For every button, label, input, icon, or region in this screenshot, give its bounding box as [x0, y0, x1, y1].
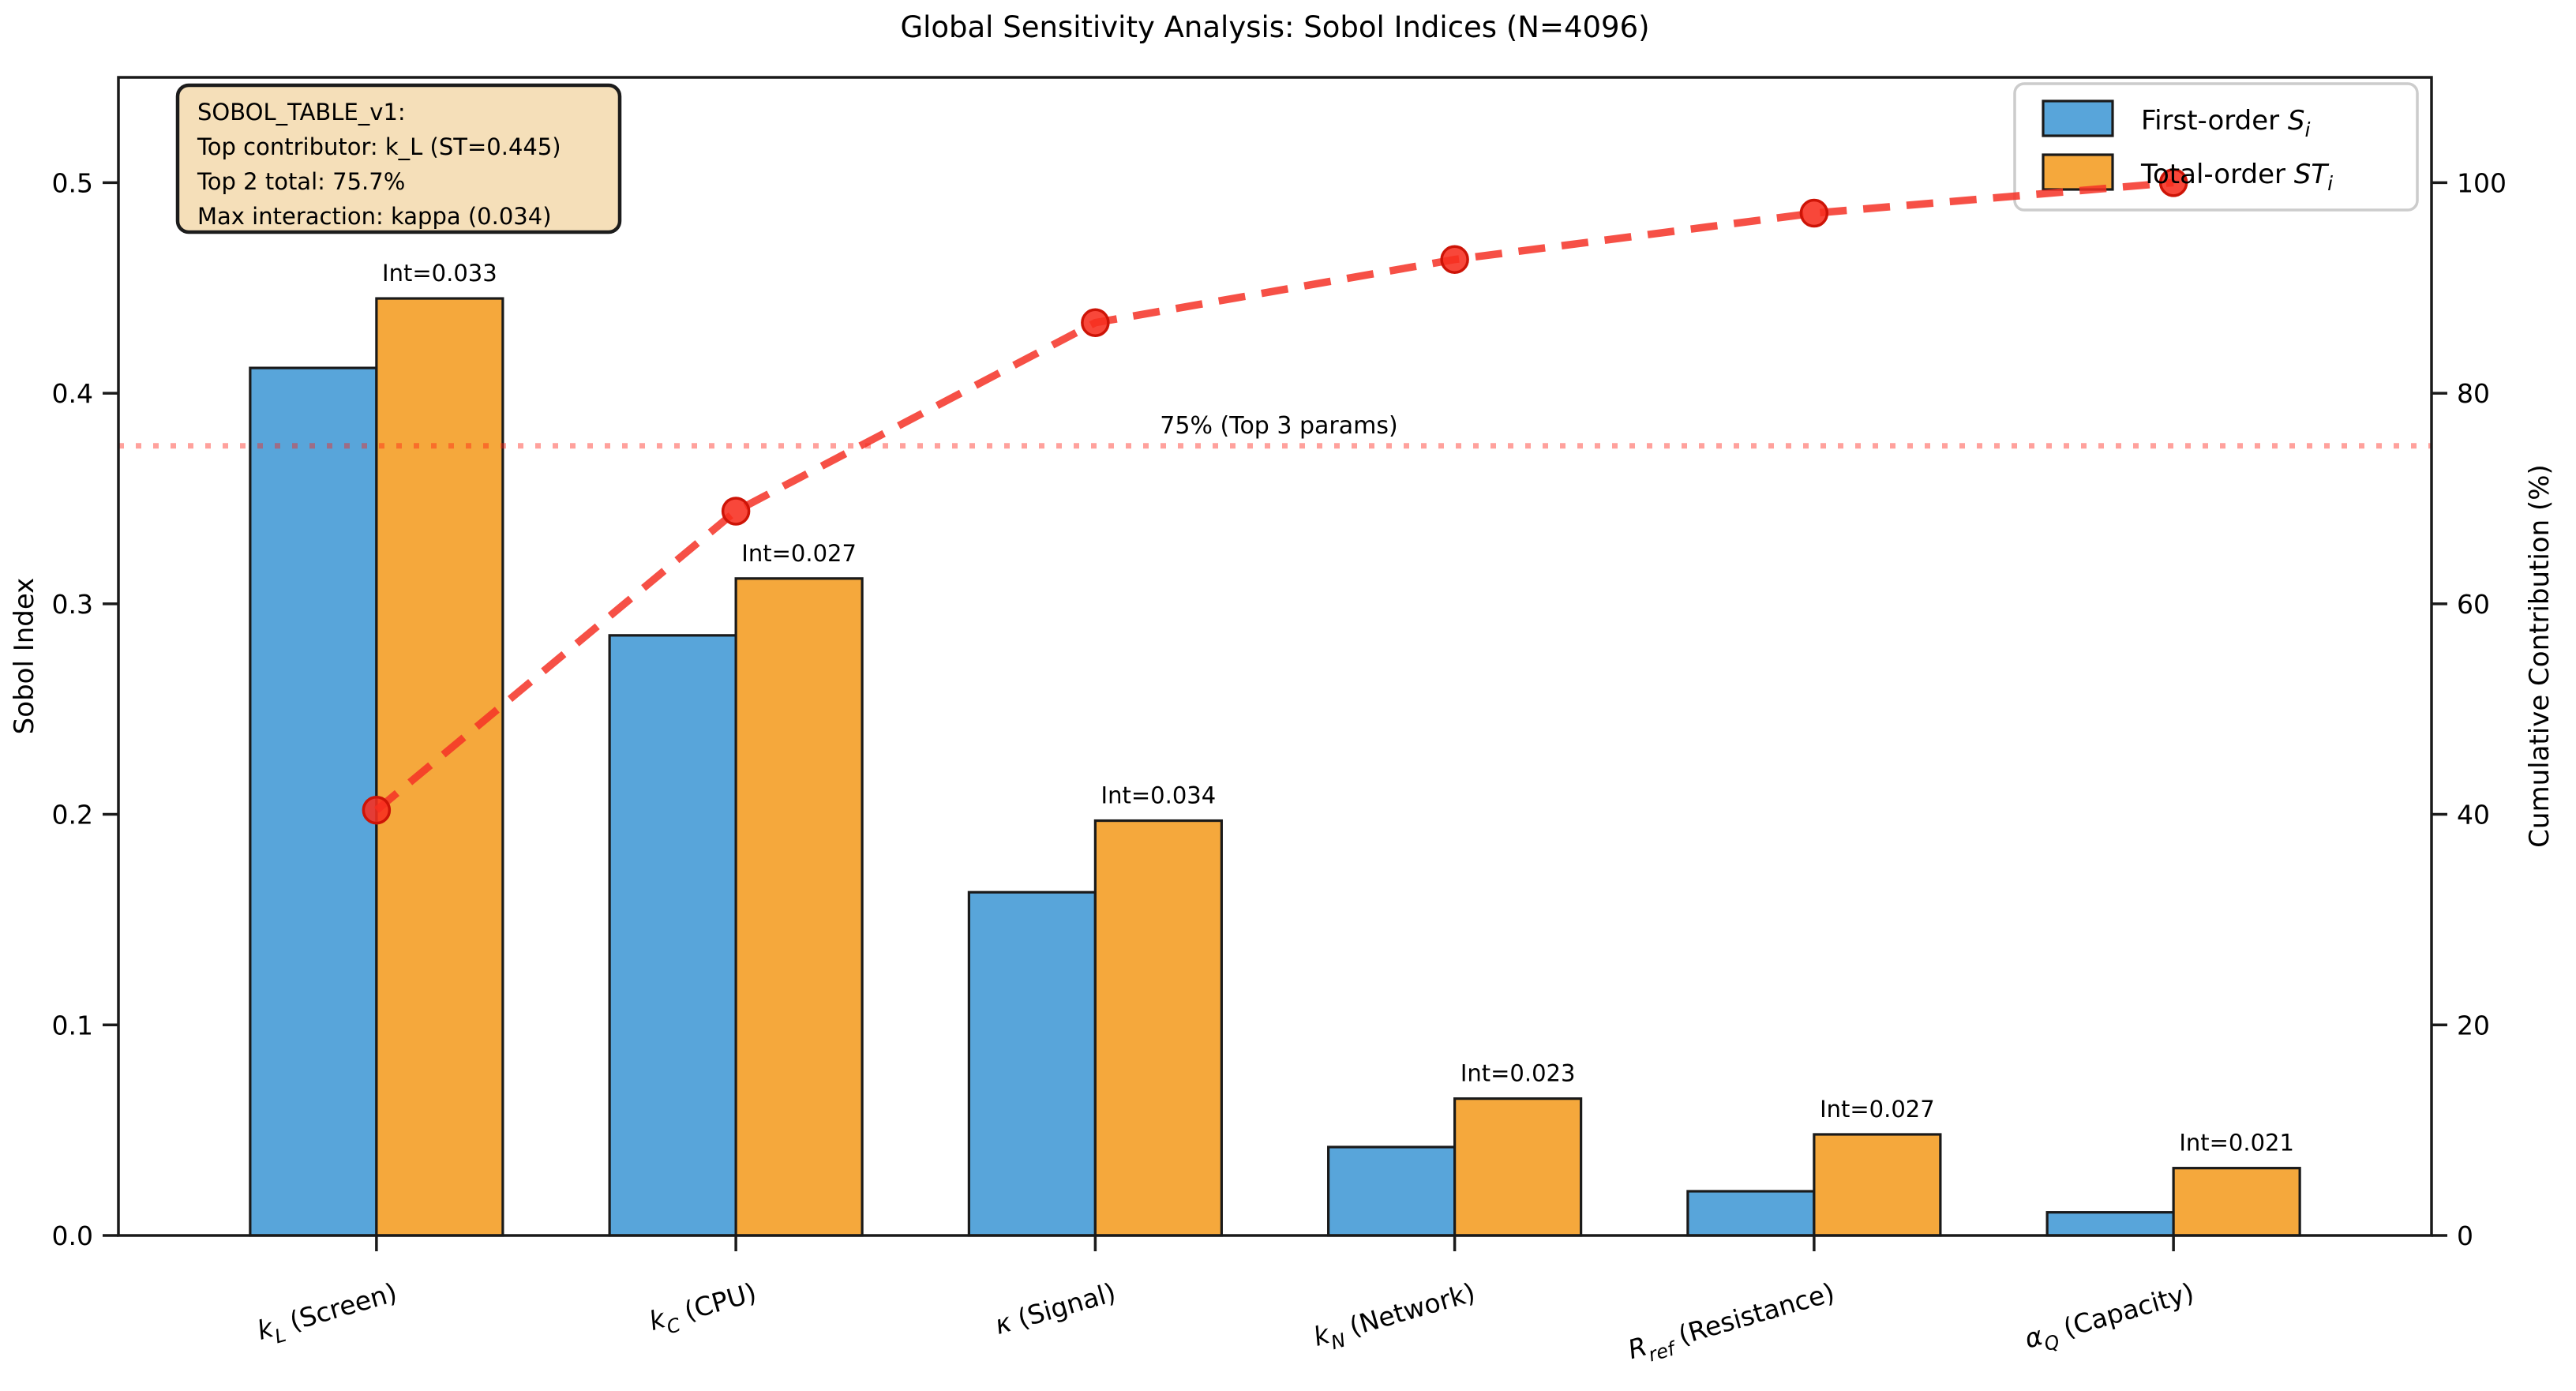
bar-first-order-4 [1686, 1190, 1816, 1237]
left-axis-label: Sobol Index [9, 578, 40, 735]
x-tick-label-4: Rref (Resistance) [1625, 1277, 1840, 1371]
x-tick-label-0: kL (Screen) [253, 1277, 402, 1352]
y-tick-label-right-4: 80 [2457, 378, 2490, 409]
threshold-label: 75% (Top 3 params) [1160, 412, 1397, 440]
y-tick-label-right-0: 0 [2457, 1220, 2473, 1251]
bar-first-order-1 [608, 634, 737, 1237]
bar-total-order-1 [734, 577, 864, 1237]
interaction-label-5: Int=0.021 [2179, 1130, 2294, 1157]
legend-label-total-order-sub: i [2327, 172, 2333, 195]
bar-first-order-0 [249, 366, 378, 1237]
annotation-line-3: Top 2 total: 75.7% [197, 168, 405, 195]
y-tick-label-right-3: 60 [2457, 589, 2490, 620]
legend-label-first-order-sub: i [2305, 118, 2311, 141]
legend-swatch-total-order [2042, 153, 2114, 191]
cumulative-marker-1 [721, 497, 751, 526]
y-tick-label-left-2: 0.2 [52, 800, 93, 830]
y-tick-label-left-5: 0.5 [52, 167, 93, 198]
x-tick-label-5: αQ (Capacity) [2021, 1277, 2199, 1360]
legend-label-total-order: Total-order STi [2140, 159, 2333, 195]
right-axis-label: Cumulative Contribution (%) [2524, 464, 2555, 848]
cumulative-marker-0 [362, 795, 392, 825]
cumulative-line-layer [362, 168, 2188, 825]
annotation-box: SOBOL_TABLE_v1: Top contributor: k_L (ST… [175, 83, 622, 234]
annotation-box-frame [175, 83, 622, 234]
cumulative-marker-2 [1081, 308, 1110, 337]
y-tick-label-right-5: 100 [2457, 167, 2507, 198]
bar-first-order-3 [1327, 1145, 1457, 1237]
legend-frame [2013, 82, 2419, 212]
x-tick-label-suffix-1: (CPU) [673, 1277, 759, 1329]
x-tick-label-suffix-5: (Capacity) [2052, 1277, 2197, 1345]
cumulative-marker-4 [1799, 198, 1829, 228]
bar-total-order-2 [1093, 819, 1223, 1237]
y-tick-label-right-1: 20 [2457, 1010, 2490, 1040]
annotation-line-1: SOBOL_TABLE_v1: [197, 99, 406, 126]
legend-label-total-order-math: ST [2294, 159, 2330, 190]
y-tick-label-left-0: 0.0 [52, 1220, 93, 1251]
bar-total-order-5 [2172, 1167, 2301, 1237]
interaction-labels-layer: Int=0.033 Int=0.027 Int=0.034 Int=0.023 Int=… [382, 260, 2294, 1157]
legend-label-first-order-text: First-order [2141, 105, 2288, 137]
legend-swatch-first-order [2042, 99, 2114, 137]
plot-frame [117, 76, 2433, 1237]
bar-total-order-3 [1453, 1097, 1583, 1237]
interaction-label-0: Int=0.033 [382, 260, 497, 287]
bar-first-order-2 [967, 890, 1097, 1237]
x-tick-label-2: κ (Signal) [992, 1277, 1119, 1340]
bars-layer [249, 297, 2301, 1237]
x-tick-label-suffix-4: (Resistance) [1667, 1277, 1839, 1352]
y-tick-label-left-1: 0.1 [52, 1010, 93, 1040]
interaction-label-3: Int=0.023 [1460, 1060, 1576, 1087]
x-tick-label-suffix-3: (Network) [1338, 1277, 1479, 1344]
y-tick-label-right-2: 40 [2457, 800, 2490, 830]
legend [2013, 82, 2419, 212]
bar-total-order-0 [375, 297, 504, 1237]
annotation-line-4: Max interaction: kappa (0.034) [197, 203, 552, 230]
interaction-label-1: Int=0.027 [741, 540, 857, 567]
annotation-line-2: Top contributor: k_L (ST=0.445) [197, 133, 561, 160]
x-tick-label-3: kN (Network) [1310, 1277, 1480, 1358]
x-tick-label-1: kC (CPU) [646, 1277, 762, 1343]
legend-label-first-order: First-order Si [2141, 105, 2311, 141]
cumulative-marker-5 [2158, 168, 2188, 197]
bar-first-order-5 [2045, 1211, 2175, 1237]
y-tick-label-left-3: 0.3 [52, 589, 93, 620]
legend-label-total-order-text: Total-order [2140, 159, 2294, 190]
cumulative-line [373, 178, 2174, 813]
chart-title: Global Sensitivity Analysis: Sobol Indic… [900, 10, 1649, 44]
bar-total-order-4 [1813, 1133, 1942, 1237]
cumulative-marker-3 [1440, 245, 1469, 274]
interaction-label-2: Int=0.034 [1101, 782, 1217, 809]
x-tick-label-suffix-2: (Signal) [1007, 1277, 1119, 1336]
legend-label-first-order-math: S [2288, 105, 2305, 137]
y-tick-label-left-4: 0.4 [52, 378, 93, 409]
x-tick-label-suffix-0: (Screen) [278, 1277, 400, 1339]
interaction-label-4: Int=0.027 [1820, 1096, 1935, 1123]
